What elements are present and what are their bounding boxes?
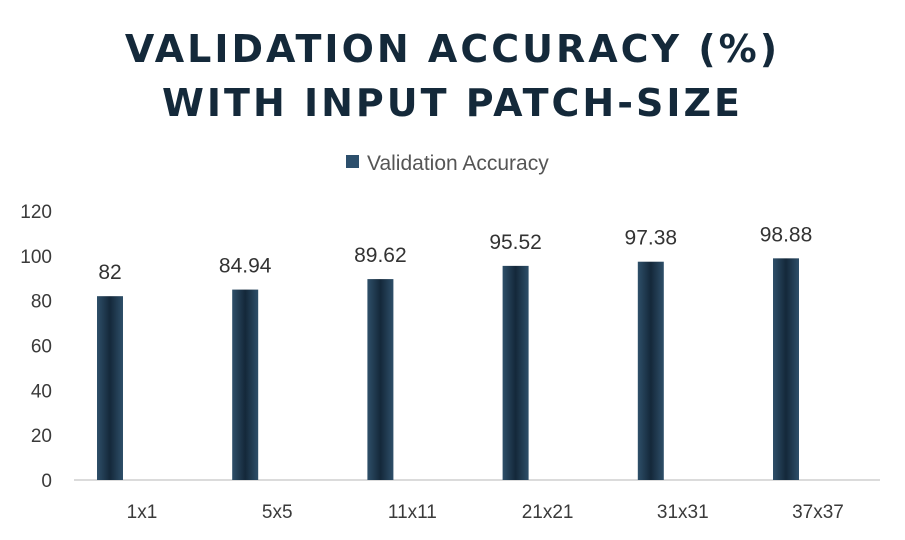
y-tick-label: 80 [31, 292, 52, 313]
legend-swatch [346, 155, 359, 168]
data-label: 84.94 [219, 255, 272, 278]
data-label: 95.52 [489, 231, 542, 254]
chart-title: VALIDATION ACCURACY (%) WITH INPUT PATCH… [0, 22, 905, 130]
y-tick-label: 60 [31, 337, 52, 358]
y-axis: 0 20 40 60 80 100 120 [20, 202, 52, 492]
x-tick-label: 21x21 [522, 502, 574, 523]
x-tick-label: 37x37 [792, 502, 844, 523]
y-tick-label: 40 [31, 381, 52, 402]
data-labels: 82 84.94 89.62 95.52 97.38 98.88 [98, 223, 812, 284]
legend: Validation Accuracy [346, 152, 549, 175]
bar [773, 258, 799, 480]
x-tick-label: 1x1 [127, 502, 158, 523]
data-label: 97.38 [625, 227, 678, 250]
bars [97, 258, 799, 480]
y-tick-label: 0 [41, 471, 52, 492]
data-label: 89.62 [354, 244, 407, 267]
bar [97, 296, 123, 480]
bar [367, 279, 394, 480]
bar [232, 289, 259, 480]
x-axis: 1x1 5x5 11x11 21x21 31x31 37x37 [127, 502, 844, 523]
x-tick-label: 11x11 [388, 502, 437, 523]
data-label: 98.88 [760, 223, 813, 246]
y-tick-label: 120 [20, 202, 52, 223]
x-tick-label: 5x5 [262, 502, 293, 523]
chart-title-line-2: WITH INPUT PATCH-SIZE [161, 81, 744, 125]
legend-label: Validation Accuracy [367, 152, 549, 175]
chart-title-line-1: VALIDATION ACCURACY (%) [124, 27, 781, 71]
data-label: 82 [98, 261, 121, 284]
y-tick-label: 100 [20, 247, 52, 268]
y-tick-label: 20 [31, 426, 52, 447]
x-tick-label: 31x31 [657, 502, 709, 523]
bar [637, 261, 664, 480]
bar [502, 265, 529, 480]
